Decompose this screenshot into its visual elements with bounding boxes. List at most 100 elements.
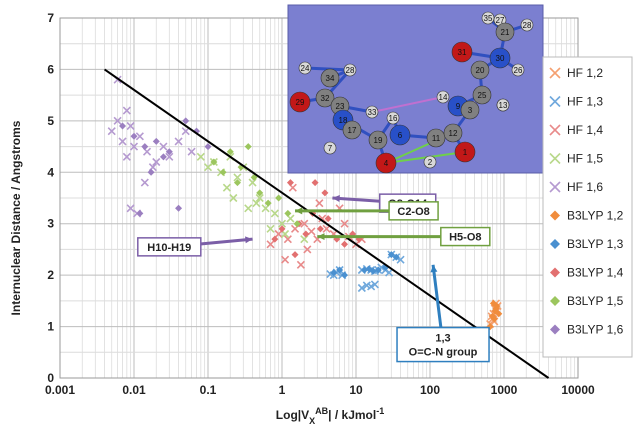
- data-point: [182, 117, 190, 125]
- data-point: [340, 219, 349, 228]
- y-tick-label: 7: [47, 11, 54, 25]
- data-point: [181, 127, 190, 136]
- data-point: [222, 183, 231, 192]
- molecule-atom: [426, 128, 446, 148]
- annotation-arrowhead: [317, 233, 325, 241]
- molecule-atom-label: 24: [301, 64, 310, 73]
- molecule-atom: [470, 60, 490, 80]
- data-point: [284, 209, 292, 217]
- molecule-atom: [323, 141, 337, 155]
- x-tick-label: 0.1: [200, 383, 217, 397]
- annotation-arrowhead: [295, 207, 303, 215]
- legend: HF 1,2 HF 1,3 HF 1,4 HF 1,5 HF 1,6 B3LYP 1,2 B…: [542, 56, 633, 358]
- legend-marker: [550, 267, 560, 278]
- data-point: [315, 199, 324, 208]
- molecule-atom: [496, 98, 510, 112]
- molecule-atom-label: 16: [389, 114, 398, 123]
- data-point: [492, 305, 500, 313]
- molecule-atom: [389, 124, 411, 146]
- molecule-atom-label: 14: [439, 93, 448, 102]
- data-point: [293, 220, 301, 228]
- trend-line: [103, 68, 550, 379]
- legend-marker: [550, 324, 560, 335]
- y-tick-label: 3: [47, 217, 54, 231]
- data-point: [490, 315, 498, 323]
- molecule-atom-label: 31: [458, 48, 467, 57]
- x-tick-label: 100: [420, 383, 440, 397]
- data-point: [266, 224, 275, 233]
- y-tick-label: 0: [47, 371, 54, 385]
- data-point: [387, 251, 395, 259]
- data-point: [140, 178, 149, 187]
- data-point: [226, 148, 234, 156]
- data-point: [136, 209, 144, 217]
- molecule-atom-label: 20: [476, 66, 485, 75]
- x-tick-label: 10000: [561, 383, 595, 397]
- data-point: [369, 267, 377, 275]
- molecule-atom-label: 3: [468, 106, 473, 115]
- molecule-atom-label: 2: [428, 158, 433, 167]
- molecule-atom: [343, 63, 357, 77]
- molecule-atom: [386, 111, 400, 125]
- x-axis-label: Log|VXAB| / kJmol-1: [276, 406, 384, 425]
- data-point: [159, 142, 168, 151]
- molecule-atom-label: 7: [328, 144, 333, 153]
- data-point: [316, 225, 324, 233]
- data-point: [360, 266, 368, 274]
- molecule-atom-label: 32: [321, 94, 330, 103]
- molecule-atom-label: 30: [496, 54, 505, 63]
- molecule-atom: [454, 141, 476, 163]
- legend-entry: HF 1,2: [567, 66, 603, 80]
- data-point: [129, 142, 139, 151]
- data-point: [367, 282, 376, 291]
- data-point: [174, 137, 183, 146]
- data-point: [321, 189, 329, 197]
- data-point: [233, 173, 242, 182]
- legend-entry: B3LYP 1,3: [567, 237, 624, 251]
- data-point: [302, 230, 310, 238]
- legend-marker: [549, 67, 561, 79]
- data-point: [147, 168, 155, 176]
- legend-marker: [550, 210, 560, 221]
- molecule-atom-label: 33: [368, 108, 377, 117]
- molecule-atom: [315, 88, 335, 108]
- x-tick-label: 10: [349, 383, 363, 397]
- molecule-atom-label: 27: [496, 16, 505, 25]
- legend-entry: HF 1,6: [567, 180, 603, 194]
- data-point: [283, 235, 292, 244]
- annotation-arrowhead: [430, 264, 438, 273]
- trendline: [103, 68, 550, 379]
- data-point: [107, 127, 116, 136]
- molecule-atom-label: 4: [384, 159, 389, 168]
- legend-entry: B3LYP 1,2: [567, 209, 624, 223]
- molecule-atom: [443, 123, 463, 143]
- molecule-atom: [375, 152, 397, 174]
- data-point: [270, 209, 279, 218]
- annotation-label: 1,3: [435, 333, 450, 345]
- molecule-atom: [342, 120, 362, 140]
- data-point: [175, 204, 183, 212]
- x-axis-label-part: | / kJmol: [328, 408, 376, 422]
- data-point: [495, 310, 503, 318]
- molecule-atom-label: 9: [456, 102, 461, 111]
- data-point: [370, 280, 379, 289]
- data-point: [341, 240, 349, 248]
- data-point: [187, 147, 196, 156]
- molecule-contact: [385, 151, 466, 164]
- data-point: [159, 153, 167, 161]
- data-point: [122, 106, 131, 115]
- molecule-atom: [320, 68, 340, 88]
- x-axis-label-part: AB: [315, 406, 328, 416]
- data-point: [165, 148, 173, 156]
- molecule-atom-label: 29: [296, 98, 305, 107]
- molecule-atom-label: 6: [398, 131, 403, 140]
- molecule-atom-label: 28: [346, 66, 355, 75]
- data-point: [357, 283, 366, 293]
- y-tick-label: 5: [47, 114, 54, 128]
- data-point: [141, 143, 149, 151]
- data-point: [280, 255, 290, 264]
- molecule-atom: [481, 11, 495, 25]
- molecule-contact: [371, 96, 444, 113]
- annotation-box: [388, 201, 439, 221]
